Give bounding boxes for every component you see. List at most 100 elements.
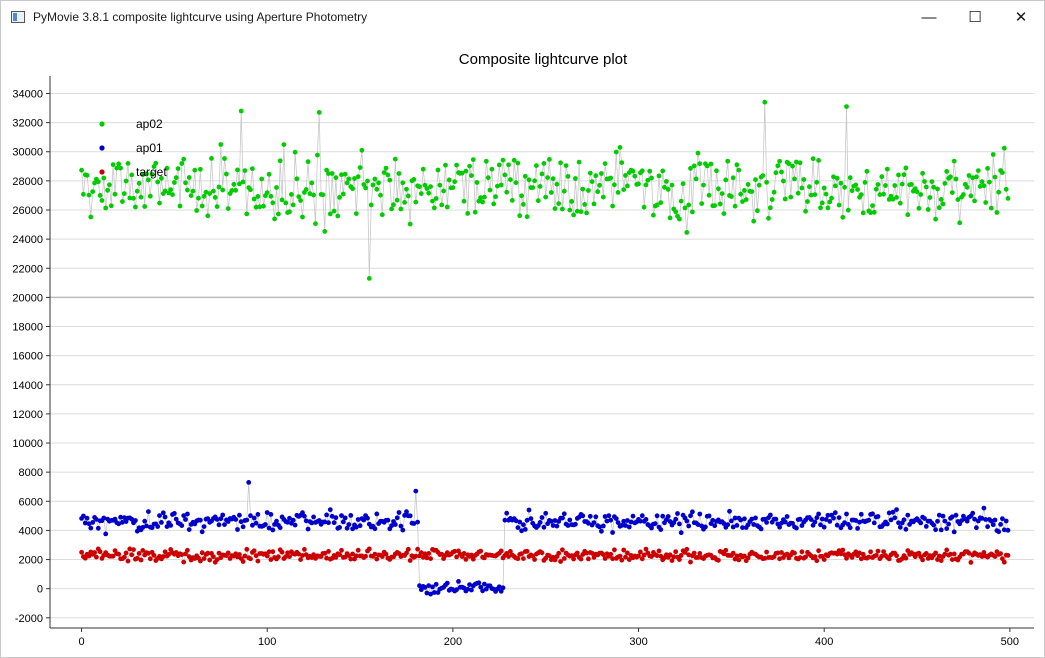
target-point [547,553,552,559]
ap02-point [961,192,966,197]
target-point [803,554,808,560]
target-point [879,553,885,559]
ap02-point [355,174,361,180]
ap01-point [220,512,226,518]
ap02-point [281,142,287,147]
ap02-point [543,194,549,200]
ap02-point [450,185,456,191]
ap02-point [357,165,363,171]
ap01-point [543,510,549,516]
target-point [600,552,606,557]
ap02-point [88,214,94,220]
target-point [626,557,632,562]
ap01-point [346,522,352,527]
target-point [873,553,879,558]
ap02-point [909,182,914,187]
ap02-point [871,209,877,215]
ap01-point [244,517,250,523]
ap01-point [990,522,996,528]
ap02-point [411,177,417,182]
maximize-button[interactable]: ☐ [968,9,982,26]
target-point [248,556,253,562]
ap02-point [845,207,851,213]
target-point [461,551,467,556]
ap01-point [599,528,604,534]
target-point [129,552,135,558]
ap02-point [665,187,671,192]
y-tick-label: 14000 [12,380,43,392]
ap02-point [339,172,344,178]
ap02-point [732,203,738,209]
y-tick-label: 12000 [12,409,43,421]
ap01-point [430,584,435,590]
ap02-point [190,188,196,194]
target-point [348,556,354,562]
target-point [669,558,675,563]
ap01-point [597,524,602,530]
ap02-point [199,203,205,209]
ap02-point [600,194,606,200]
ap02-point [589,179,595,185]
target-point [283,554,289,559]
ap01-point [858,511,864,517]
ap01-point [168,523,174,528]
minimize-button[interactable]: — [921,8,937,26]
ap02-point [498,182,504,188]
ap02-point [90,189,96,195]
ap01-point [842,520,847,525]
target-point [205,550,211,556]
ap02-point [268,193,274,199]
ap01-point [337,525,342,530]
ap02-point [207,191,213,196]
target-point [151,553,157,558]
ap02-point [755,208,760,214]
ap01-point [199,529,205,535]
target-point [276,554,281,560]
ap02-point [599,171,604,176]
target-point [998,551,1003,556]
ap01-point [160,510,166,516]
ap01-point [361,517,367,523]
lightcurve-chart[interactable]: Composite lightcurve plot -2000020004000… [1,33,1045,658]
target-point [244,546,250,552]
ap02-point [418,191,424,197]
ap02-point [155,179,161,185]
target-point [643,546,649,552]
title-bar[interactable]: PyMovie 3.8.1 composite lightcurve using… [1,1,1044,33]
target-point [94,554,99,560]
ap01-point [970,510,976,516]
ap01-point [340,519,346,525]
ap01-point [818,522,823,528]
ap02-point [134,188,140,194]
ap01-point [732,515,738,521]
ap02-point [922,179,927,184]
ap02-point [730,175,736,181]
target-point [589,550,595,556]
ap01-point [285,519,290,525]
ap01-point [238,519,244,525]
ap02-point [370,182,376,188]
ap02-point [394,197,400,203]
ap02-point [764,179,769,185]
ap01-point [753,515,758,521]
target-point [853,549,859,555]
ap02-point [424,186,430,192]
ap01-point [673,516,679,522]
ap02-point [222,156,227,161]
target-point [730,550,736,556]
ap01-point [1005,527,1011,533]
ap01-point [625,518,630,523]
ap02-point [81,191,86,197]
ap02-point [237,181,242,187]
target-point [842,552,847,557]
ap02-point [595,189,601,195]
ap02-point [781,178,786,184]
target-point [979,554,985,559]
target-point [97,549,103,555]
ap01-point [608,517,614,523]
plot-area[interactable]: Composite lightcurve plot -2000 0 2000 4000… [1,33,1045,658]
close-button[interactable]: ✕ [1014,9,1028,26]
ap02-point [257,204,263,210]
ap02-point [372,176,378,182]
ap02-point [664,179,669,184]
